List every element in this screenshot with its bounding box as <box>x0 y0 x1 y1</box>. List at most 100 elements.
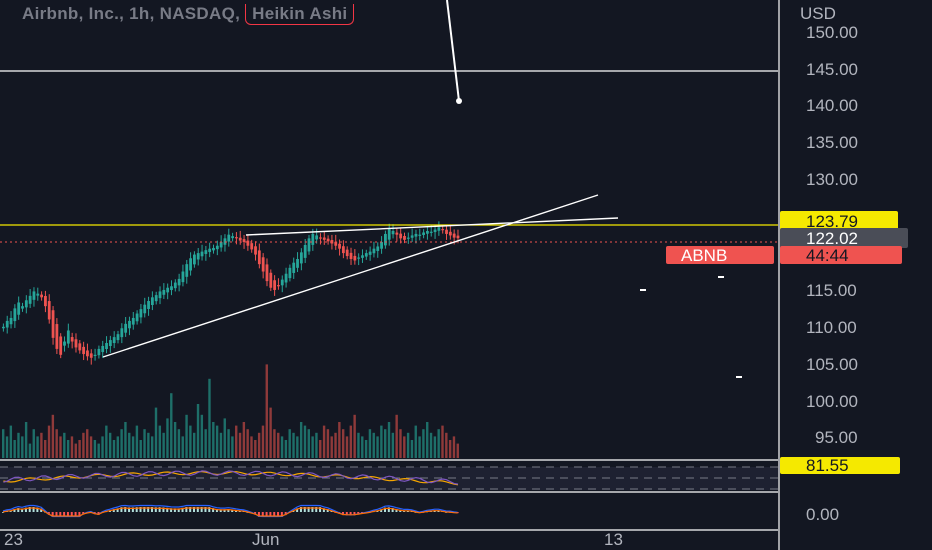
price-axis[interactable]: USD 150.00 145.00 140.00 135.00 130.00 1… <box>780 4 908 524</box>
macd-hist-bar <box>257 512 260 517</box>
candle-body <box>13 308 17 322</box>
volume-bar <box>414 425 417 458</box>
volume-bar <box>387 422 391 458</box>
macd-hist-bar <box>349 512 352 516</box>
macd-hist-bar <box>399 509 402 512</box>
candle-body <box>89 353 93 358</box>
macd-hist-bar <box>13 509 16 512</box>
candle-body <box>17 302 21 315</box>
candle-body <box>284 273 288 283</box>
candle-body <box>44 295 47 307</box>
macd-hist-bar <box>112 509 115 512</box>
macd-hist-bar <box>219 509 222 512</box>
resistance-price-value: 123.79 <box>806 212 858 231</box>
price-tick: 130.00 <box>806 170 858 189</box>
volume-bar <box>288 429 291 458</box>
macd-hist-bar <box>204 507 207 512</box>
volume-bar <box>212 422 215 458</box>
volume-bar <box>433 436 437 458</box>
volume-bar <box>124 422 127 458</box>
volume-bar <box>380 425 383 458</box>
candle-body <box>154 295 158 302</box>
volume-bar <box>5 436 9 458</box>
macd-hist-bar <box>227 509 230 512</box>
volume-bar <box>82 432 85 458</box>
volume-bar <box>284 440 288 458</box>
candle-body <box>257 250 261 265</box>
candle-body <box>223 238 227 245</box>
candle-body <box>128 320 131 329</box>
macd-hist-bar <box>66 512 69 517</box>
callout-pointer-line[interactable] <box>446 0 460 102</box>
volume-bar <box>242 422 246 458</box>
candle-body <box>319 237 322 239</box>
candle-body <box>2 326 5 329</box>
candle-body <box>177 278 181 286</box>
candle-body <box>296 258 299 268</box>
candle-body <box>181 271 185 283</box>
candle-body <box>105 343 108 350</box>
candle-body <box>322 237 326 240</box>
candle-body <box>108 340 112 347</box>
volume-bar <box>261 425 265 458</box>
chart-type-label[interactable]: Heikin Ashi <box>245 4 355 25</box>
candle-body <box>66 330 70 344</box>
candle-body <box>185 264 189 277</box>
candle-body <box>250 243 254 250</box>
candle-body <box>86 350 89 357</box>
macd-hist-bar <box>303 507 306 512</box>
volume-bar <box>372 432 375 458</box>
time-axis[interactable]: 23 Jun 13 <box>4 530 623 549</box>
candle-body <box>204 250 208 254</box>
macd-hist-bar <box>70 512 73 517</box>
macd-hist-bar <box>150 507 153 512</box>
candle-body <box>173 282 177 289</box>
candle-body <box>448 231 452 236</box>
macd-hist-bar <box>51 512 54 517</box>
macd-hist-bar <box>128 507 131 512</box>
candle-body <box>166 287 170 293</box>
macd-hist-bar <box>158 507 161 512</box>
volume-bar <box>74 443 77 458</box>
candle-body <box>116 334 120 341</box>
volume-bar <box>204 429 207 458</box>
macd-hist-bar <box>124 507 127 512</box>
upper-wedge-trendline[interactable] <box>245 217 619 236</box>
oscillator-main-line <box>3 470 459 485</box>
macd-hist-bar <box>315 507 318 512</box>
candle-body <box>292 262 296 273</box>
time-tick-jun: Jun <box>252 530 279 549</box>
macd-hist-bar <box>319 507 322 512</box>
candle-body <box>410 235 414 238</box>
chart-header[interactable]: Airbnb, Inc., 1h, NASDAQ, Heikin Ashi <box>22 4 355 25</box>
volume-bar <box>292 432 295 458</box>
candle-body <box>280 279 284 286</box>
candle-body <box>441 229 445 231</box>
volume-bar <box>349 425 353 458</box>
candle-body <box>380 242 383 249</box>
candle-body <box>162 289 166 295</box>
candle-body <box>345 249 349 257</box>
volume-bar <box>139 440 142 458</box>
macd-hist-bar <box>170 508 173 512</box>
macd-hist-bar <box>269 512 272 517</box>
volume-bar <box>227 429 230 458</box>
macd-hist-bar <box>223 509 226 512</box>
volume-bar <box>429 432 433 458</box>
volume-bar <box>185 414 188 458</box>
macd-hist-bar <box>387 507 390 512</box>
volume-bar <box>66 440 70 458</box>
volume-bar <box>280 436 284 458</box>
oscillator-value-tag <box>780 457 900 474</box>
candle-body <box>135 313 139 322</box>
candle-body <box>147 301 150 309</box>
candle-body <box>265 264 269 282</box>
callout-pointer-dot[interactable] <box>456 98 462 104</box>
price-tick: 135.00 <box>806 133 858 152</box>
macd-hist-bar <box>353 512 356 516</box>
resistance-price-tag <box>780 211 898 231</box>
volume-bar <box>357 432 360 458</box>
candle-body <box>429 231 433 233</box>
volume-bar <box>299 422 303 458</box>
